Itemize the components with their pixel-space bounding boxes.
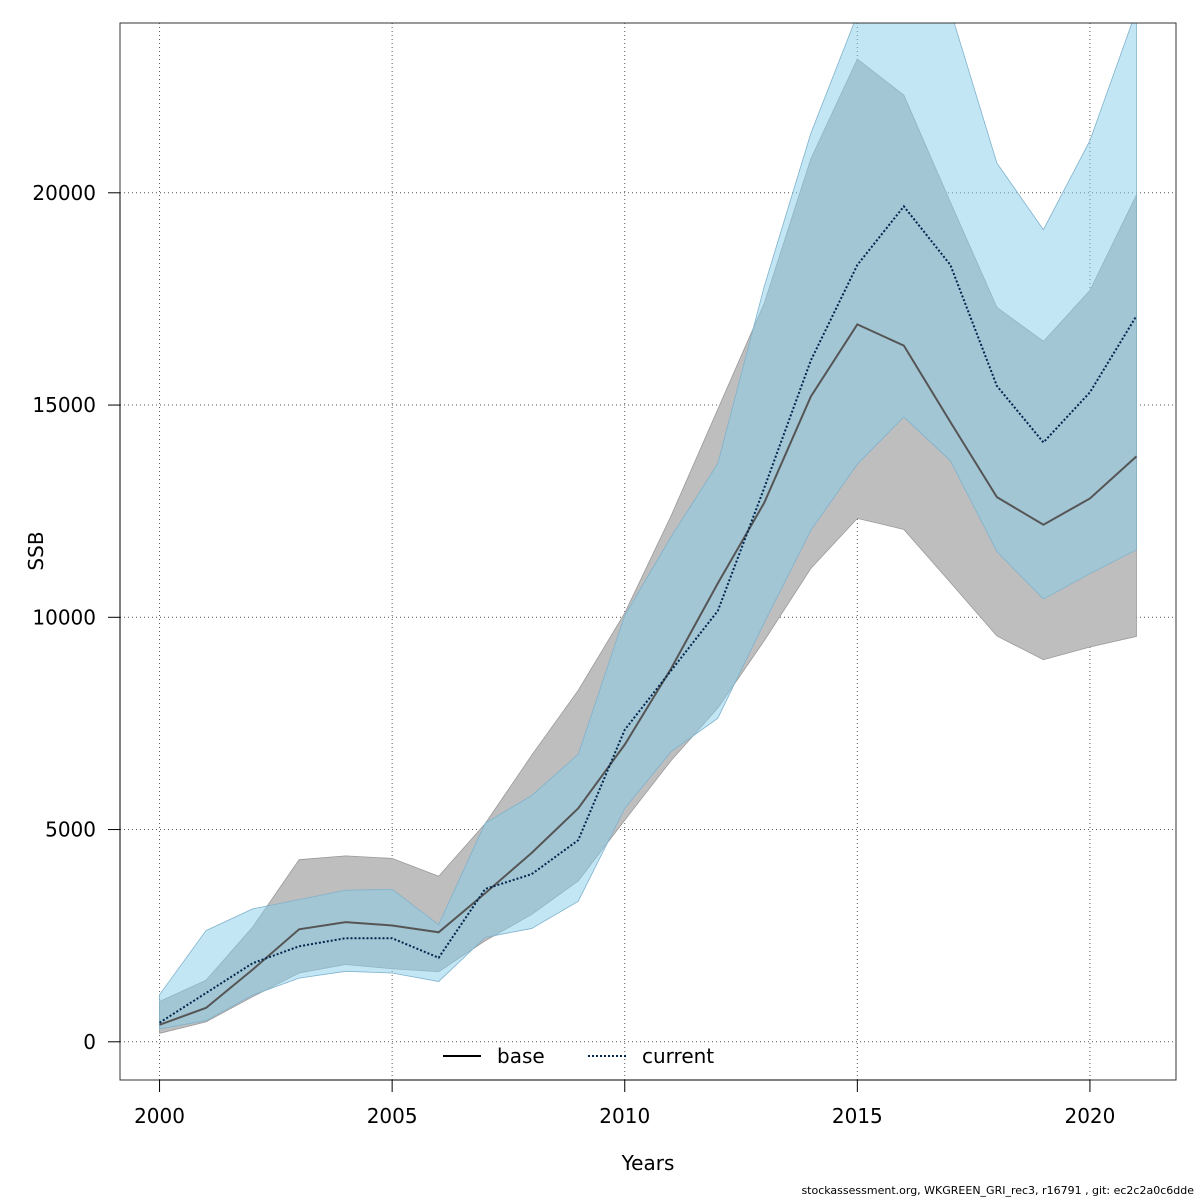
legend: base current	[443, 1044, 714, 1068]
y-tick-label: 15000	[32, 393, 96, 417]
x-tick-label: 2005	[367, 1104, 418, 1128]
series-line-base	[159, 323, 1138, 1026]
footer-text: stockassessment.org, WKGREEN_GRI_rec3, r…	[801, 1184, 1194, 1197]
x-tick-label: 2010	[599, 1104, 650, 1128]
x-tick-label: 2015	[832, 1104, 883, 1128]
confidence-band-current	[159, 23, 1137, 1030]
x-axis-title: Years	[621, 1151, 675, 1175]
y-tick-label: 20000	[32, 181, 96, 205]
x-axis: 2000 2005 2010 2015 2020	[134, 1079, 1115, 1128]
x-tick-label: 2000	[134, 1104, 185, 1128]
x-tick-label: 2020	[1064, 1104, 1115, 1128]
series-line-current	[159, 204, 1138, 1024]
data-layer	[159, 23, 1138, 1034]
y-tick-label: 0	[83, 1030, 96, 1054]
y-tick-label: 5000	[45, 818, 96, 842]
legend-current-label: current	[642, 1044, 714, 1068]
y-tick-label: 10000	[32, 605, 96, 629]
y-axis: 0 5000 10000 15000 20000	[32, 181, 121, 1054]
y-axis-title: SSB	[24, 531, 48, 570]
legend-base-label: base	[497, 1044, 545, 1068]
